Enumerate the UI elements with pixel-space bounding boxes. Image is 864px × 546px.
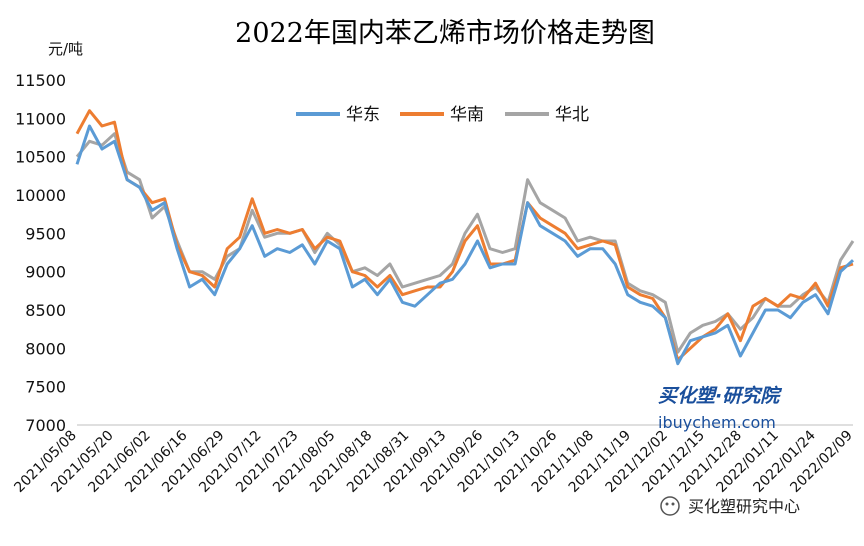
y-tick-label: 11500	[15, 71, 66, 90]
wechat-watermark: 买化塑研究中心	[660, 496, 800, 516]
legend-label: 华东	[346, 105, 380, 125]
wechat-account-label: 买化塑研究中心	[688, 497, 800, 516]
brand-watermark: 买化塑·研究院 ibuychem.com	[658, 385, 782, 432]
x-axis-ticks: 2021/05/082021/05/202021/06/022021/06/16…	[11, 427, 855, 495]
brand-name: 买化塑·研究院	[658, 385, 782, 407]
y-tick-label: 7000	[25, 416, 66, 435]
series-line-2	[75, 132, 855, 354]
wechat-icon-dot	[671, 502, 675, 506]
chart-title: 2022年国内苯乙烯市场价格走势图	[235, 18, 655, 49]
y-tick-label: 7500	[25, 378, 66, 397]
series-lines	[75, 109, 855, 366]
legend-label: 华南	[450, 105, 484, 125]
y-tick-label: 9500	[25, 224, 66, 243]
y-axis-unit: 元/吨	[48, 40, 83, 58]
wechat-icon-dot	[665, 502, 669, 506]
series-line-0	[75, 124, 855, 366]
y-tick-label: 11000	[15, 109, 66, 128]
y-tick-label: 10500	[15, 148, 66, 167]
legend-label: 华北	[555, 105, 589, 125]
y-tick-label: 9000	[25, 263, 66, 282]
brand-url: ibuychem.com	[658, 413, 776, 432]
wechat-icon	[660, 496, 680, 516]
y-tick-label: 8500	[25, 301, 66, 320]
y-tick-label: 10000	[15, 186, 66, 205]
y-tick-label: 8000	[25, 339, 66, 358]
y-axis-ticks: 7000 7500 8000 8500 9000 9500 10000 10500 11000 1…	[15, 71, 66, 435]
legend: 华东 华南 华北	[296, 105, 589, 125]
series-line-1	[75, 109, 854, 362]
